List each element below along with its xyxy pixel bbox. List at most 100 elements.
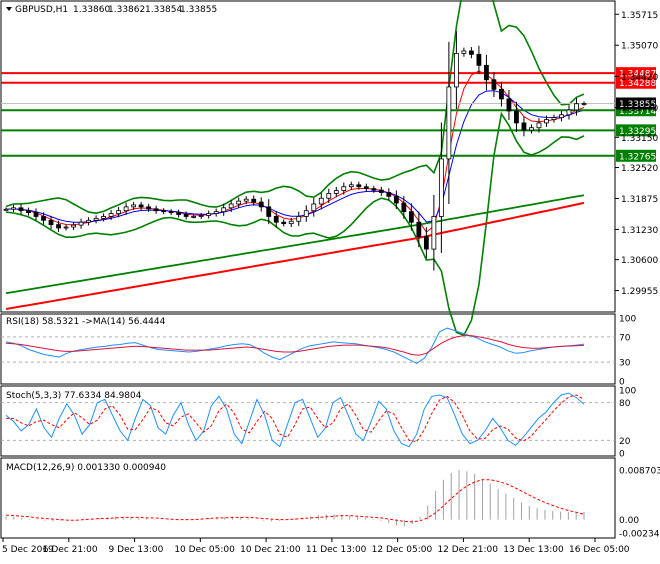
long-ma-green-line [5, 194, 585, 295]
candle-body [469, 50, 474, 55]
candle-body [176, 212, 182, 215]
candle-body [71, 224, 76, 228]
candle-body [33, 212, 39, 217]
candle-body [491, 79, 497, 90]
time-tick-label: 16 Dec 05:00 [569, 545, 630, 555]
candle-body [48, 219, 54, 226]
time-tick-label: 10 Dec 05:00 [174, 545, 235, 555]
candle-body [236, 200, 242, 205]
long-ma-red-line [5, 201, 585, 310]
candle-body [521, 122, 527, 131]
candle-body [288, 220, 294, 225]
candle-body [484, 64, 489, 81]
price-tick-label: 1.31875 [621, 195, 658, 205]
macd-tick-label: 0.008703 [619, 467, 660, 477]
pane-frames [0, 0, 616, 539]
ohlc-open: 1.33860 [73, 5, 110, 15]
level-price-label: 1.33295 [619, 127, 656, 137]
osc-tick-label: 70 [619, 333, 631, 343]
osc-tick-label: 0 [619, 450, 625, 460]
stoch-axis-ticks: 100 80 20 0 [619, 387, 636, 460]
price-tick-label: 1.34420 [621, 73, 658, 83]
price-axis-ticks: 1.35715 1.35070 1.34420 1.33770 1.33150 1.325… [615, 11, 658, 297]
lower-band-line [5, 111, 585, 337]
candle-body [123, 206, 129, 212]
candle-body [506, 98, 512, 112]
rsi-grid [1, 336, 615, 363]
collapse-triangle-icon[interactable] [6, 7, 12, 11]
candle-body [18, 207, 24, 212]
candle-body [326, 193, 332, 199]
price-header: GBPUSD,H1 1.33860 1.33862 1.33854 1.3385… [6, 5, 217, 15]
candle-body [266, 206, 272, 217]
candle-body [356, 184, 362, 188]
candle-body [453, 52, 459, 88]
time-tick-label: 12 Dec 21:00 [437, 545, 498, 555]
candle-body [318, 197, 324, 205]
level-price-box [616, 149, 656, 162]
level-price-label: 1.33714 [619, 107, 656, 117]
candle-body [378, 189, 384, 193]
candle-body [131, 204, 137, 208]
macd-tick-label: -0.002342 [619, 530, 660, 540]
candle-body [183, 214, 189, 217]
candle-body [198, 215, 204, 217]
candle-body [26, 210, 31, 214]
candle-body [161, 210, 167, 213]
macd-title: MACD(12,26,9) 0.001330 0.000940 [6, 463, 166, 473]
osc-tick-label: 80 [619, 399, 631, 409]
macd-axis-ticks: 0.008703 0.00 -0.002342 [619, 467, 660, 540]
candle-body [348, 184, 354, 188]
price-tick-label: 1.35070 [621, 42, 658, 52]
level-price-box [616, 67, 656, 80]
candle-body [311, 203, 317, 212]
stoch-pane: 100 80 20 0 Stoch(5,3,3) 77.6334 84.9804 [1, 387, 636, 460]
candle-body [341, 186, 347, 191]
candle-body [251, 198, 257, 203]
level-price-box [616, 124, 656, 137]
level-price-label: 1.32765 [619, 152, 656, 162]
candle-body [281, 221, 287, 225]
candle-body [168, 211, 174, 214]
time-tick-label: 11 Dec 13:00 [306, 545, 367, 555]
osc-series-line [6, 394, 585, 443]
macd-signal-line [5, 479, 585, 523]
candle-body [514, 110, 519, 124]
candle-body [296, 216, 302, 222]
candle-body [56, 224, 61, 229]
price-tick-label: 1.35715 [621, 11, 658, 21]
candle-body [386, 192, 392, 197]
stoch-lines [5, 392, 585, 448]
rsi-title: RSI(18) 58.5321 ->MA(14) 56.4444 [6, 317, 166, 327]
osc-series-line [5, 392, 585, 448]
candle-body [371, 188, 377, 191]
symbol-label: GBPUSD,H1 [15, 5, 68, 15]
macd-signal-path [5, 479, 585, 523]
candle-body [438, 158, 444, 217]
price-tick-label: 1.33150 [621, 134, 658, 144]
candle-body [544, 119, 549, 124]
candle-body [116, 210, 121, 214]
candle-body [11, 207, 16, 210]
rsi-lines [5, 327, 585, 364]
stoch-title: Stoch(5,3,3) 77.6334 84.9804 [6, 391, 142, 401]
candle-body [86, 219, 91, 223]
candle-body [423, 236, 429, 250]
candle-body [228, 203, 234, 209]
macd-pane: 0.008703 0.00 -0.002342 MACD(12,26,9) 0.00… [5, 463, 660, 540]
macd-tick-label: 0.00 [619, 516, 639, 526]
ohlc-close: 1.33855 [180, 5, 217, 15]
osc-tick-label: 30 [619, 359, 631, 369]
candle-body [101, 216, 106, 219]
ohlc-high: 1.33862 [108, 5, 145, 15]
current-price-label: 1.33855 [619, 100, 656, 110]
candle-body [273, 216, 279, 223]
candle-body [551, 117, 557, 120]
candle-body [536, 122, 542, 129]
candle-body [303, 210, 309, 217]
price-tick-label: 1.32520 [621, 164, 658, 174]
